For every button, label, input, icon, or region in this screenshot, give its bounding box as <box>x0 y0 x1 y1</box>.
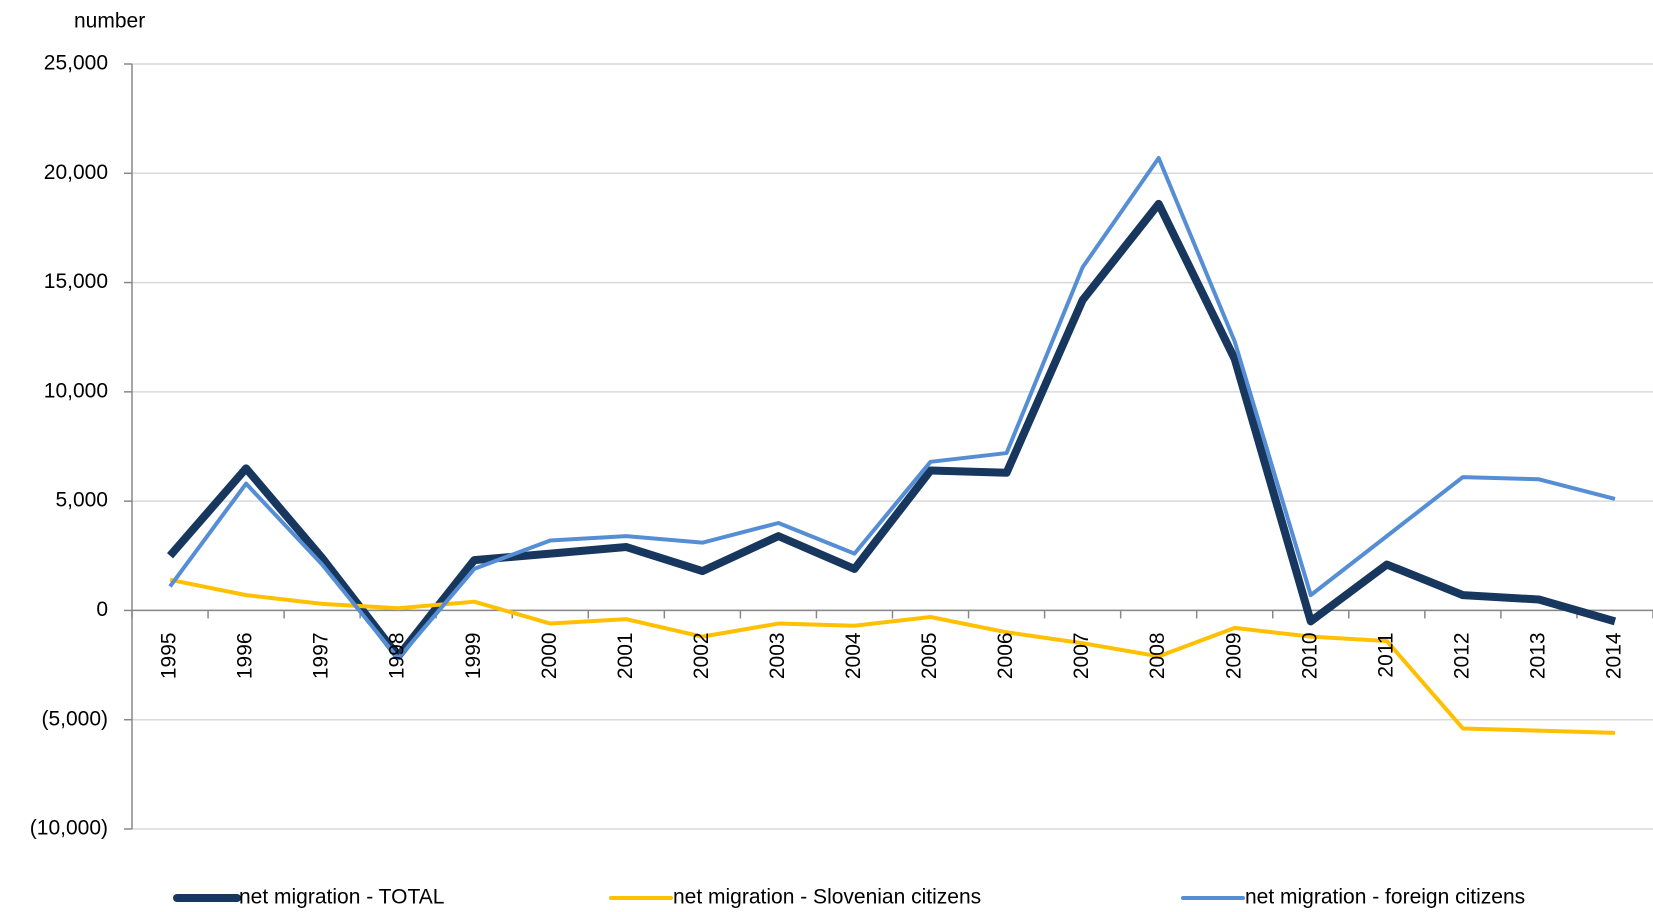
x-tick-label: 2001 <box>614 632 637 679</box>
y-tick-label: 15,000 <box>44 270 108 293</box>
y-tick-label: 20,000 <box>44 161 108 184</box>
x-tick-label: 2003 <box>766 632 789 679</box>
y-tick-label: 10,000 <box>44 379 108 402</box>
y-tick-label: 0 <box>96 598 108 621</box>
y-tick-label: (10,000) <box>30 817 108 840</box>
legend-label: net migration - TOTAL <box>239 886 444 909</box>
x-tick-label: 2002 <box>690 632 713 679</box>
x-tick-label: 2004 <box>842 632 865 679</box>
x-tick-label: 2005 <box>918 632 941 679</box>
series-line <box>169 577 1616 735</box>
x-tick-label: 2013 <box>1526 632 1549 679</box>
x-tick-label: 2009 <box>1222 632 1245 679</box>
x-tick-label: 2006 <box>994 632 1017 679</box>
y-tick-label: (5,000) <box>41 707 108 730</box>
legend-label: net migration - foreign citizens <box>1245 886 1525 909</box>
series-line <box>167 199 1617 661</box>
series-line <box>168 155 1616 661</box>
x-tick-label: 2000 <box>538 632 561 679</box>
legend-label: net migration - Slovenian citizens <box>673 886 981 909</box>
x-tick-label: 2014 <box>1603 632 1626 679</box>
x-tick-label: 2011 <box>1374 632 1397 677</box>
y-tick-label: 5,000 <box>55 489 108 512</box>
x-tick-label: 1999 <box>462 632 485 679</box>
x-tick-label: 1998 <box>386 632 409 679</box>
x-tick-label: 1995 <box>158 632 181 679</box>
x-tick-label: 2008 <box>1146 632 1169 679</box>
x-tick-label: 2010 <box>1298 632 1321 679</box>
x-tick-label: 2007 <box>1070 632 1093 679</box>
x-tick-label: 1997 <box>310 632 333 679</box>
y-tick-label: 25,000 <box>44 52 108 75</box>
x-tick-label: 2012 <box>1450 632 1473 679</box>
y-axis-label: number <box>74 10 145 33</box>
x-tick-label: 1996 <box>234 632 257 679</box>
